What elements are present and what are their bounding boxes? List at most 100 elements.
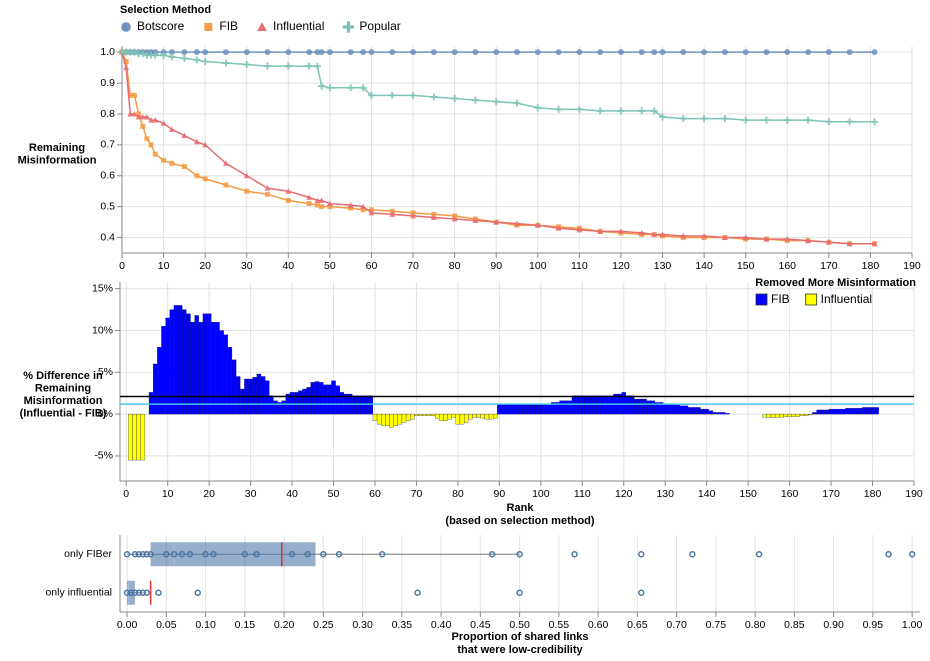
- bar: [202, 313, 208, 415]
- point: [160, 120, 167, 126]
- point: [130, 48, 138, 56]
- bar: [447, 413, 452, 420]
- bar: [182, 309, 187, 415]
- x-tick-label: 190: [903, 260, 921, 272]
- point: [284, 62, 292, 70]
- bar: [376, 413, 382, 425]
- point: [314, 197, 321, 203]
- point: [805, 49, 812, 56]
- bar: [410, 413, 415, 420]
- point: [431, 211, 437, 217]
- bar: [663, 403, 668, 415]
- x-tick-label: 10: [158, 260, 170, 272]
- point: [451, 95, 459, 103]
- bar: [298, 390, 303, 415]
- x-tick-label: 0.05: [156, 619, 177, 631]
- y-axis-title: Misinformation: [18, 154, 97, 166]
- point: [721, 234, 728, 241]
- point: [651, 231, 658, 237]
- x-tick-label: 110: [571, 260, 588, 272]
- bar: [468, 413, 473, 420]
- bar: [675, 404, 680, 415]
- bar: [314, 381, 320, 415]
- bar: [712, 412, 718, 415]
- bar: [488, 413, 494, 420]
- point: [223, 182, 229, 188]
- bar: [783, 413, 788, 417]
- point: [452, 213, 458, 219]
- bar: [173, 305, 179, 415]
- point: [451, 216, 458, 222]
- bar: [360, 395, 365, 415]
- x-tick-label: 90: [494, 488, 506, 500]
- point: [202, 551, 209, 558]
- legend-symbol: [805, 293, 818, 306]
- x-tick-label: 180: [862, 260, 880, 272]
- point: [335, 551, 343, 558]
- point: [143, 114, 150, 120]
- point: [514, 220, 520, 227]
- point: [871, 240, 878, 247]
- point: [348, 205, 354, 211]
- bar: [306, 387, 311, 415]
- bar: [559, 400, 564, 415]
- point: [534, 222, 541, 228]
- bar: [260, 376, 266, 415]
- bar: [161, 326, 166, 415]
- x-tick-label: 100: [529, 260, 547, 272]
- point: [163, 551, 170, 558]
- bar: [853, 408, 859, 415]
- point: [451, 49, 458, 56]
- bar: [128, 413, 133, 461]
- point: [285, 188, 292, 194]
- point: [305, 62, 313, 70]
- point: [650, 107, 658, 115]
- point: [638, 49, 645, 56]
- bar: [787, 413, 792, 417]
- bar: [803, 413, 809, 416]
- bar: [671, 403, 676, 415]
- point: [825, 239, 832, 245]
- y-tick-label: 1.0: [100, 46, 115, 58]
- point: [367, 91, 375, 99]
- y-tick-label: 15%: [92, 282, 113, 294]
- bar: [169, 309, 175, 415]
- point: [784, 236, 791, 242]
- bar: [596, 395, 602, 415]
- x-tick-label: 70: [407, 260, 419, 272]
- x-tick-label: 0.45: [470, 619, 491, 631]
- point: [472, 217, 479, 224]
- point: [575, 105, 583, 113]
- bar: [430, 413, 436, 416]
- bar: [480, 413, 486, 419]
- x-tick-label: 10: [162, 488, 174, 500]
- bar: [721, 412, 726, 415]
- point: [122, 48, 130, 56]
- bar: [215, 321, 220, 415]
- point: [378, 551, 386, 558]
- x-tick-label: 0.95: [863, 619, 884, 631]
- point: [638, 107, 646, 115]
- bar: [368, 395, 374, 415]
- category-label: only influential: [45, 587, 112, 599]
- point: [168, 126, 175, 132]
- point: [147, 551, 154, 558]
- point: [178, 551, 186, 558]
- x-tick-label: 150: [737, 260, 755, 272]
- point: [285, 49, 292, 56]
- point: [471, 96, 479, 104]
- point: [700, 115, 708, 123]
- bar: [198, 321, 204, 415]
- point: [617, 228, 624, 234]
- bar: [310, 382, 316, 415]
- x-axis-title: Proportion of shared links: [452, 631, 589, 643]
- point: [127, 92, 133, 98]
- point: [359, 84, 367, 92]
- x-tick-label: 0.35: [392, 619, 413, 631]
- bar: [140, 413, 146, 461]
- bar: [779, 413, 784, 418]
- x-tick-label: 0.15: [235, 619, 256, 631]
- bar: [696, 407, 701, 415]
- bar: [206, 313, 212, 415]
- point: [347, 49, 354, 56]
